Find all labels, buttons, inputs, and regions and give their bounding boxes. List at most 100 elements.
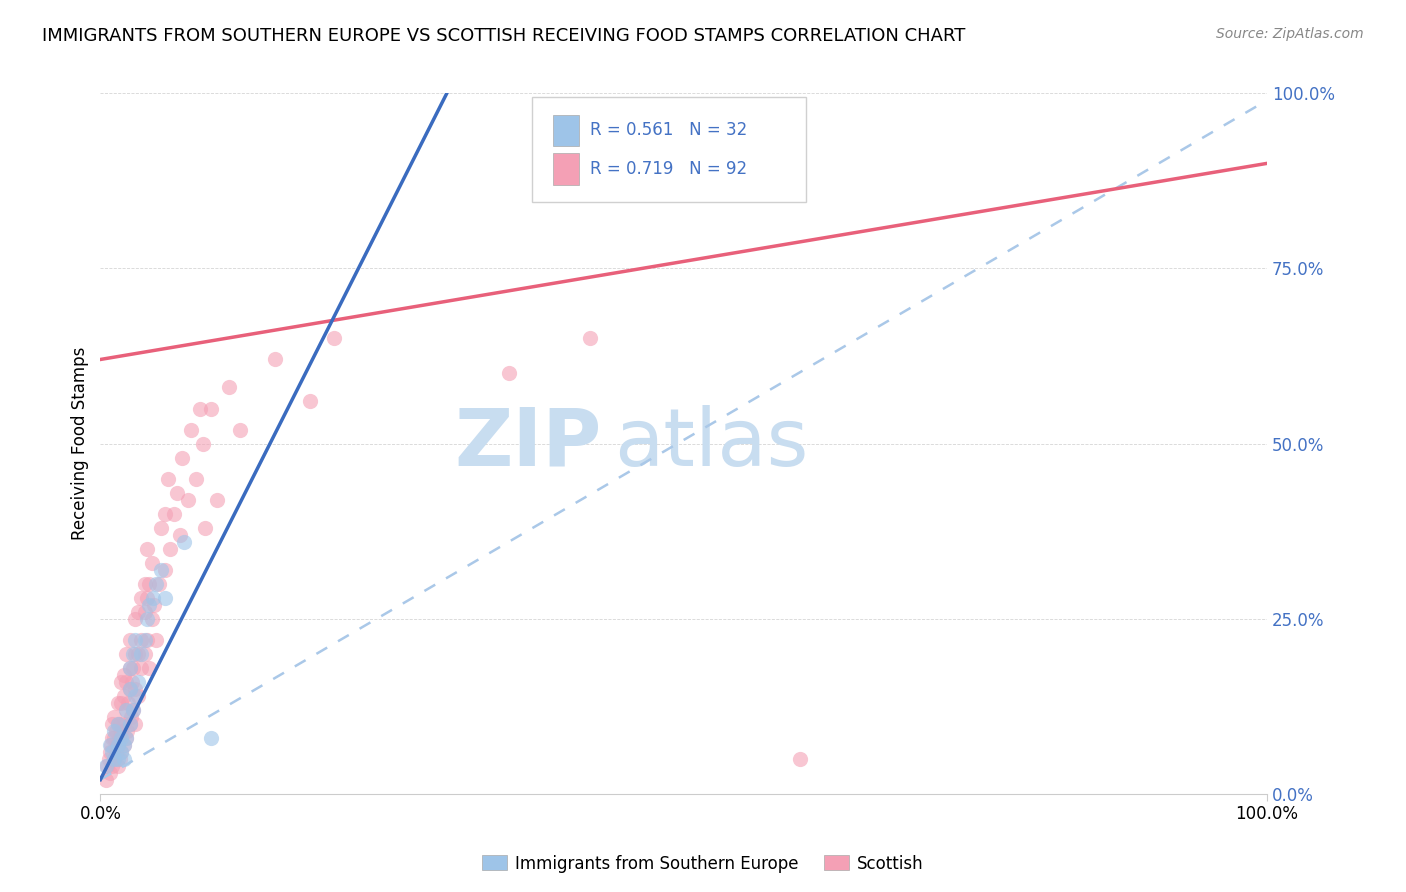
- Point: [579, 331, 602, 345]
- Point: [153, 507, 176, 521]
- FancyBboxPatch shape: [553, 153, 579, 185]
- Point: [170, 450, 193, 465]
- Point: [107, 716, 129, 731]
- Y-axis label: Receiving Food Stamps: Receiving Food Stamps: [72, 347, 89, 541]
- Point: [110, 745, 132, 759]
- Point: [218, 380, 240, 394]
- Point: [124, 689, 146, 703]
- Point: [110, 745, 132, 759]
- Point: [122, 647, 145, 661]
- Text: IMMIGRANTS FROM SOUTHERN EUROPE VS SCOTTISH RECEIVING FOOD STAMPS CORRELATION CH: IMMIGRANTS FROM SOUTHERN EUROPE VS SCOTT…: [42, 27, 966, 45]
- Point: [110, 696, 132, 710]
- Text: ZIP: ZIP: [454, 404, 602, 483]
- Point: [97, 752, 120, 766]
- Point: [115, 703, 138, 717]
- Point: [143, 598, 166, 612]
- Point: [101, 758, 124, 772]
- Point: [145, 632, 167, 647]
- Point: [118, 681, 141, 696]
- Point: [134, 647, 156, 661]
- Point: [194, 520, 217, 534]
- Point: [112, 689, 135, 703]
- Point: [101, 716, 124, 731]
- Point: [107, 758, 129, 772]
- Point: [103, 709, 125, 723]
- Point: [177, 492, 200, 507]
- Point: [148, 576, 170, 591]
- Point: [156, 471, 179, 485]
- Point: [122, 660, 145, 674]
- Point: [166, 485, 188, 500]
- Point: [112, 752, 135, 766]
- Point: [138, 598, 160, 612]
- Point: [107, 716, 129, 731]
- Point: [264, 352, 287, 367]
- Point: [153, 591, 176, 605]
- Point: [117, 696, 139, 710]
- Point: [134, 576, 156, 591]
- Point: [112, 738, 135, 752]
- Point: [101, 731, 124, 745]
- Point: [153, 563, 176, 577]
- Text: R = 0.561   N = 32: R = 0.561 N = 32: [591, 121, 748, 139]
- Point: [110, 723, 132, 738]
- Point: [191, 436, 214, 450]
- Point: [124, 611, 146, 625]
- Point: [96, 758, 118, 772]
- Point: [124, 716, 146, 731]
- Point: [104, 723, 127, 738]
- Point: [127, 689, 149, 703]
- Point: [322, 331, 344, 345]
- Point: [134, 632, 156, 647]
- Point: [118, 660, 141, 674]
- Point: [98, 738, 121, 752]
- Point: [129, 632, 152, 647]
- Point: [104, 745, 127, 759]
- Point: [145, 576, 167, 591]
- Point: [127, 647, 149, 661]
- Point: [103, 752, 125, 766]
- Point: [184, 471, 207, 485]
- Point: [112, 667, 135, 681]
- Point: [127, 674, 149, 689]
- Point: [134, 605, 156, 619]
- Point: [108, 752, 131, 766]
- Point: [136, 632, 159, 647]
- Point: [138, 576, 160, 591]
- Point: [124, 681, 146, 696]
- Point: [129, 647, 152, 661]
- Point: [200, 401, 222, 416]
- Point: [115, 731, 138, 745]
- Point: [200, 731, 222, 745]
- Point: [120, 709, 142, 723]
- Point: [96, 758, 118, 772]
- Point: [107, 696, 129, 710]
- Point: [150, 520, 173, 534]
- Point: [129, 660, 152, 674]
- Point: [115, 723, 138, 738]
- Point: [110, 731, 132, 745]
- Point: [173, 534, 195, 549]
- Point: [124, 647, 146, 661]
- Point: [118, 660, 141, 674]
- Point: [136, 541, 159, 556]
- Point: [103, 752, 125, 766]
- Point: [121, 674, 143, 689]
- Point: [124, 632, 146, 647]
- Point: [96, 772, 118, 787]
- Point: [136, 611, 159, 625]
- Point: [112, 716, 135, 731]
- Point: [789, 752, 811, 766]
- Point: [180, 423, 202, 437]
- Point: [299, 394, 322, 409]
- Point: [105, 738, 128, 752]
- Point: [107, 752, 129, 766]
- Point: [136, 591, 159, 605]
- Point: [127, 605, 149, 619]
- Point: [115, 703, 138, 717]
- Point: [118, 716, 141, 731]
- Point: [103, 731, 125, 745]
- Point: [118, 681, 141, 696]
- Point: [107, 738, 129, 752]
- Point: [159, 541, 181, 556]
